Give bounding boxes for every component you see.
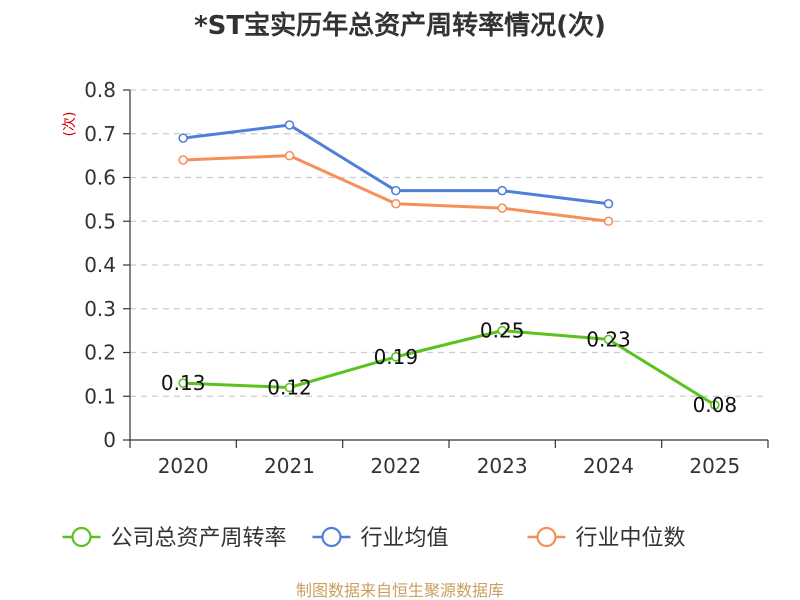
data-labels: 0.13 0.12 0.19 0.25 0.23 0.08 bbox=[161, 319, 737, 417]
legend-label: 行业均值 bbox=[361, 526, 449, 551]
grid-lines bbox=[130, 89, 768, 397]
series-line bbox=[183, 329, 716, 407]
y-axis-ticks: 0 0.1 0.2 0.3 0.4 0.5 0.6 0.7 0.8 bbox=[84, 78, 131, 452]
legend-item[interactable]: 行业中位数 bbox=[527, 526, 686, 551]
data-label: 0.19 bbox=[374, 345, 419, 369]
y-tick-label: 0.4 bbox=[84, 253, 116, 277]
legend-item[interactable]: 公司总资产周转率 bbox=[62, 526, 287, 551]
series-2 bbox=[178, 150, 614, 227]
data-point bbox=[391, 185, 401, 196]
x-tick-label: 2022 bbox=[370, 454, 421, 478]
x-tick-label: 2023 bbox=[477, 454, 528, 478]
y-tick-label: 0.5 bbox=[84, 209, 116, 233]
x-tick-label: 2025 bbox=[689, 454, 740, 478]
x-tick-label: 2020 bbox=[158, 454, 209, 478]
legend-marker bbox=[536, 526, 557, 548]
data-point bbox=[284, 120, 295, 130]
series-layer bbox=[178, 120, 720, 410]
y-tick-label: 0.6 bbox=[84, 166, 116, 190]
data-point bbox=[710, 400, 720, 410]
data-point bbox=[603, 198, 614, 209]
series-0 bbox=[178, 325, 720, 410]
data-label: 0.13 bbox=[161, 371, 206, 395]
y-axis-label: (次) bbox=[62, 112, 78, 137]
data-label: 0.12 bbox=[267, 376, 312, 400]
data-label: 0.08 bbox=[693, 393, 738, 417]
legend-marker bbox=[71, 526, 92, 548]
y-tick-label: 0.8 bbox=[84, 78, 116, 102]
data-point bbox=[497, 185, 507, 196]
data-point bbox=[178, 155, 188, 165]
data-point bbox=[391, 352, 401, 362]
data-label: 0.23 bbox=[586, 327, 631, 351]
data-point bbox=[391, 198, 401, 209]
y-tick-label: 0.2 bbox=[84, 341, 116, 365]
data-point bbox=[284, 150, 295, 161]
legend-item[interactable]: 行业均值 bbox=[312, 526, 449, 551]
data-point bbox=[497, 203, 507, 213]
x-axis: 2020 2021 2022 2023 2024 2025 bbox=[129, 439, 769, 478]
x-tick-label: 2021 bbox=[264, 454, 315, 478]
data-point bbox=[178, 133, 188, 143]
data-point bbox=[603, 334, 614, 345]
data-source-note: 制图数据来自恒生聚源数据库 bbox=[296, 581, 504, 600]
legend-label: 公司总资产周转率 bbox=[111, 526, 287, 551]
y-tick-label: 0.3 bbox=[84, 297, 116, 321]
chart-title: *ST宝实历年总资产周转率情况(次) bbox=[194, 10, 606, 41]
data-label: 0.25 bbox=[480, 319, 525, 343]
series-1 bbox=[178, 120, 614, 209]
y-tick-label: 0 bbox=[103, 428, 116, 452]
data-point bbox=[284, 382, 295, 393]
legend-label: 行业中位数 bbox=[576, 526, 686, 551]
y-tick-label: 0.7 bbox=[84, 122, 116, 146]
y-tick-label: 0.1 bbox=[84, 384, 116, 408]
x-tick-label: 2024 bbox=[583, 454, 634, 478]
data-point bbox=[497, 325, 507, 336]
data-point bbox=[603, 216, 614, 227]
data-point bbox=[178, 378, 188, 388]
legend-marker bbox=[321, 526, 342, 548]
legend: 公司总资产周转率 行业均值 行业中位数 bbox=[62, 526, 686, 551]
